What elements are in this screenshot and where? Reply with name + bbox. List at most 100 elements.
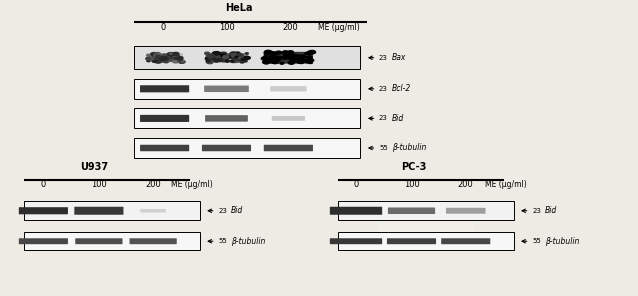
Circle shape xyxy=(214,60,217,61)
Circle shape xyxy=(236,56,242,59)
Circle shape xyxy=(180,60,184,62)
Circle shape xyxy=(174,55,179,58)
Circle shape xyxy=(288,54,295,57)
Circle shape xyxy=(154,52,161,55)
Circle shape xyxy=(161,58,166,61)
Circle shape xyxy=(226,55,234,58)
Circle shape xyxy=(160,60,163,62)
Bar xyxy=(338,201,514,220)
Circle shape xyxy=(299,59,306,62)
Circle shape xyxy=(207,54,214,58)
Bar xyxy=(134,139,360,157)
Circle shape xyxy=(234,55,237,57)
Circle shape xyxy=(162,54,167,56)
FancyBboxPatch shape xyxy=(19,207,68,214)
Circle shape xyxy=(270,52,275,54)
Circle shape xyxy=(206,60,210,62)
Circle shape xyxy=(283,55,291,58)
Bar xyxy=(134,79,360,99)
Circle shape xyxy=(152,60,158,62)
Circle shape xyxy=(272,61,278,64)
Circle shape xyxy=(241,58,246,60)
Circle shape xyxy=(305,59,312,63)
FancyBboxPatch shape xyxy=(74,207,124,215)
Circle shape xyxy=(284,56,288,58)
Circle shape xyxy=(172,54,177,57)
Circle shape xyxy=(273,58,278,61)
FancyBboxPatch shape xyxy=(441,238,490,244)
Text: 23: 23 xyxy=(379,86,388,92)
Circle shape xyxy=(166,55,172,58)
Circle shape xyxy=(238,57,243,59)
Circle shape xyxy=(173,57,179,59)
Text: 200: 200 xyxy=(458,180,473,189)
Circle shape xyxy=(216,59,221,62)
Circle shape xyxy=(230,54,237,58)
Circle shape xyxy=(163,56,169,59)
Circle shape xyxy=(275,59,279,61)
Circle shape xyxy=(172,52,179,55)
Circle shape xyxy=(283,51,288,54)
Circle shape xyxy=(152,56,156,58)
Circle shape xyxy=(299,62,304,64)
Circle shape xyxy=(149,59,152,60)
FancyBboxPatch shape xyxy=(330,207,382,215)
Circle shape xyxy=(235,55,241,58)
Circle shape xyxy=(216,58,220,60)
Circle shape xyxy=(237,54,241,56)
Circle shape xyxy=(234,54,238,56)
Bar xyxy=(338,232,514,250)
Circle shape xyxy=(163,57,169,60)
Circle shape xyxy=(163,60,168,63)
Circle shape xyxy=(217,53,221,54)
Circle shape xyxy=(212,52,219,55)
Circle shape xyxy=(264,52,271,55)
Circle shape xyxy=(154,54,161,58)
Circle shape xyxy=(244,60,247,62)
FancyBboxPatch shape xyxy=(130,238,177,244)
FancyBboxPatch shape xyxy=(204,86,249,92)
Circle shape xyxy=(225,60,230,62)
Text: Bid: Bid xyxy=(545,206,557,215)
Circle shape xyxy=(283,54,286,55)
Circle shape xyxy=(205,57,211,60)
Circle shape xyxy=(266,59,269,60)
Circle shape xyxy=(293,59,300,62)
Circle shape xyxy=(179,59,182,61)
Circle shape xyxy=(145,57,151,60)
Bar xyxy=(134,46,360,69)
Text: 23: 23 xyxy=(532,208,541,214)
Circle shape xyxy=(178,60,181,62)
Circle shape xyxy=(156,60,162,63)
Circle shape xyxy=(244,56,250,59)
Circle shape xyxy=(274,58,276,59)
Circle shape xyxy=(215,56,220,58)
Circle shape xyxy=(158,55,165,58)
Circle shape xyxy=(167,55,170,57)
Circle shape xyxy=(284,53,289,55)
Circle shape xyxy=(238,55,244,58)
Text: 23: 23 xyxy=(379,115,388,121)
Circle shape xyxy=(232,57,238,60)
Circle shape xyxy=(268,53,271,54)
Circle shape xyxy=(272,57,276,58)
Circle shape xyxy=(299,57,304,59)
Text: Bid: Bid xyxy=(392,114,404,123)
Circle shape xyxy=(306,52,313,55)
Circle shape xyxy=(232,55,237,57)
Circle shape xyxy=(218,54,223,57)
Circle shape xyxy=(288,51,293,54)
Text: β-tubulin: β-tubulin xyxy=(231,237,265,246)
FancyBboxPatch shape xyxy=(202,145,251,151)
Circle shape xyxy=(173,59,179,61)
FancyBboxPatch shape xyxy=(140,145,189,151)
Circle shape xyxy=(276,59,279,61)
Circle shape xyxy=(230,60,234,62)
Circle shape xyxy=(298,60,300,62)
Circle shape xyxy=(263,60,270,64)
Circle shape xyxy=(235,57,241,60)
Circle shape xyxy=(299,57,304,60)
Circle shape xyxy=(306,56,312,59)
Circle shape xyxy=(280,62,284,64)
Text: 55: 55 xyxy=(379,145,388,151)
